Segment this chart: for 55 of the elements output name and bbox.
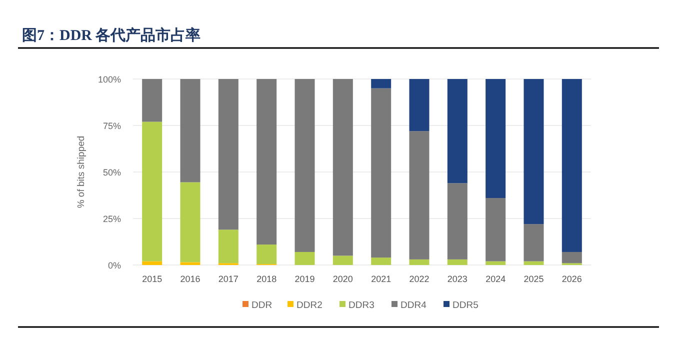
bar	[142, 261, 162, 265]
x-tick-label: 2018	[256, 274, 277, 284]
bar	[142, 122, 162, 262]
y-tick-label: 100%	[98, 74, 121, 84]
bar	[180, 79, 200, 182]
bar	[486, 79, 506, 198]
legend-label: DDR5	[452, 300, 478, 311]
x-tick-label: 2016	[180, 274, 200, 284]
bar	[409, 259, 430, 265]
y-tick-label: 75%	[102, 121, 121, 131]
bar	[447, 259, 468, 265]
bar	[332, 256, 353, 265]
x-tick-label: 2015	[142, 274, 162, 284]
x-tick-label: 2023	[447, 274, 468, 284]
bar	[447, 183, 468, 260]
y-tick-label: 25%	[102, 214, 121, 224]
bar	[180, 262, 200, 265]
chart-title: 图7：DDR 各代产品市占率	[22, 26, 201, 44]
x-tick-label: 2022	[409, 274, 430, 284]
bar	[524, 224, 544, 262]
legend-label: DDR	[252, 300, 272, 311]
y-tick-label: 0%	[108, 260, 121, 270]
bar	[180, 182, 200, 262]
bar	[371, 258, 392, 265]
y-tick-label: 50%	[102, 168, 121, 178]
legend-label: DDR4	[400, 300, 426, 311]
bar	[486, 198, 506, 262]
bar	[371, 88, 392, 258]
bar	[524, 79, 544, 224]
bar	[218, 79, 238, 230]
bar	[371, 79, 392, 88]
legend-label: DDR2	[296, 300, 322, 311]
legend-label: DDR3	[348, 300, 374, 311]
bar	[294, 252, 315, 265]
bar	[218, 230, 238, 264]
x-tick-label: 2024	[486, 274, 506, 284]
bar	[524, 261, 544, 265]
bar	[142, 79, 162, 122]
x-tick-label: 2017	[218, 274, 238, 284]
bar	[409, 79, 430, 132]
x-tick-label: 2021	[371, 274, 392, 284]
bar	[562, 252, 582, 264]
x-tick-label: 2019	[294, 274, 315, 284]
y-axis-title: % of bits shipped	[76, 136, 87, 208]
bar	[332, 79, 353, 256]
bar	[256, 79, 277, 245]
bar	[486, 261, 506, 265]
bar	[294, 79, 315, 252]
bar	[562, 79, 582, 252]
x-tick-label: 2026	[562, 274, 582, 284]
bar	[447, 79, 468, 184]
x-tick-label: 2020	[332, 274, 353, 284]
bar	[256, 244, 277, 264]
x-tick-label: 2025	[524, 274, 544, 284]
bar	[409, 131, 430, 260]
